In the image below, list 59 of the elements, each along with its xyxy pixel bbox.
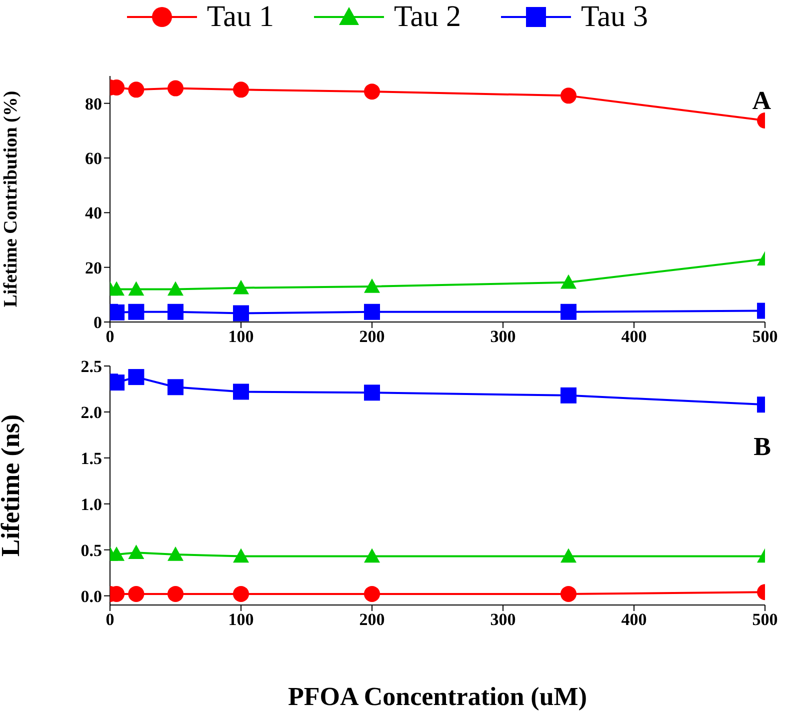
point <box>128 586 144 602</box>
x-tick-label: 400 <box>621 610 647 630</box>
x-tick-label: 200 <box>359 610 385 630</box>
x-tick-label: 500 <box>752 327 778 346</box>
y-axis-title: Lifetime (ns) <box>0 414 26 557</box>
x-tick-label: 100 <box>228 327 254 346</box>
y-tick-label: 60 <box>85 149 102 168</box>
annotation: B <box>754 432 771 462</box>
legend-label: Tau 1 <box>206 0 274 34</box>
x-axis-title: PFOA Concentration (uM) <box>288 682 587 711</box>
y-tick-label: 0.5 <box>80 540 102 560</box>
y-tick-label: 0.0 <box>80 586 102 606</box>
x-tick-label: 0 <box>106 327 114 346</box>
x-tick-label: 100 <box>228 610 254 630</box>
point <box>128 82 144 98</box>
point <box>168 281 184 296</box>
x-tick-label: 200 <box>359 327 385 346</box>
point <box>168 586 184 602</box>
x-tick-label: 300 <box>490 327 516 346</box>
y-tick-label: 1.5 <box>80 448 102 468</box>
point <box>233 305 249 322</box>
point <box>364 586 380 602</box>
point <box>168 379 184 396</box>
point <box>233 82 249 98</box>
point <box>168 304 184 320</box>
point <box>110 374 125 391</box>
point <box>233 586 249 602</box>
point <box>168 546 184 561</box>
point <box>233 280 249 294</box>
x-tick-label: 400 <box>621 327 647 346</box>
point <box>364 384 380 401</box>
y-tick-label: 0 <box>94 313 102 332</box>
point <box>110 281 125 296</box>
point <box>128 304 144 320</box>
point <box>128 369 144 386</box>
x-tick-label: 0 <box>106 610 114 630</box>
point <box>128 281 144 296</box>
point <box>128 544 144 560</box>
y-tick-label: 40 <box>85 204 102 223</box>
legend-label: Tau 2 <box>394 0 462 34</box>
point <box>364 84 380 100</box>
point <box>110 304 125 320</box>
point <box>364 304 380 320</box>
x-tick-label: 300 <box>490 610 516 630</box>
y-tick-label: 2.0 <box>80 402 102 422</box>
y-tick-label: 20 <box>85 258 102 278</box>
y-tick-label: 2.5 <box>80 357 102 376</box>
point <box>168 80 184 96</box>
point <box>364 548 380 563</box>
legend-label: Tau 3 <box>581 0 648 34</box>
point <box>364 278 380 293</box>
y-tick-label: 1.0 <box>80 494 102 514</box>
annotation: A <box>752 86 771 116</box>
y-axis-title: Lifetime Contribution (%) <box>0 90 22 308</box>
point <box>233 548 249 563</box>
y-tick-label: 80 <box>85 94 102 114</box>
point <box>110 546 125 561</box>
point <box>233 384 249 400</box>
x-tick-label: 500 <box>752 610 778 630</box>
